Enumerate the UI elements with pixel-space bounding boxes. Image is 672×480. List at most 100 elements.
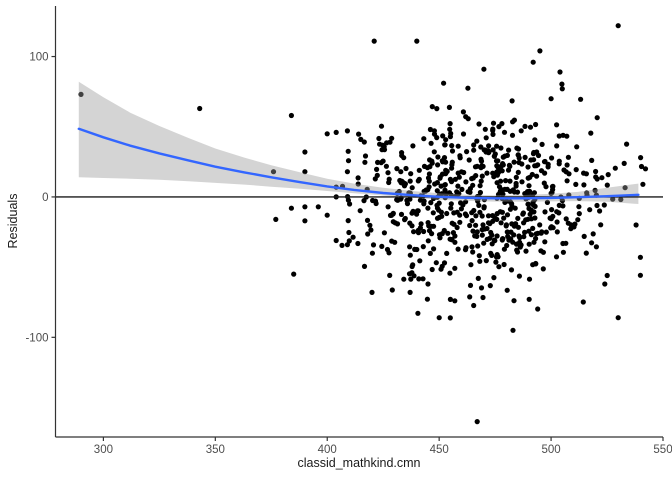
data-point: [371, 38, 377, 44]
data-point: [324, 212, 330, 218]
data-point: [426, 223, 432, 229]
data-point: [463, 199, 469, 205]
data-point: [374, 166, 380, 172]
data-point: [527, 188, 533, 194]
data-point: [368, 227, 374, 233]
data-point: [392, 220, 398, 226]
data-point: [399, 178, 405, 184]
data-point: [273, 216, 279, 222]
data-point: [408, 276, 414, 282]
data-point: [421, 136, 427, 142]
data-point: [542, 209, 548, 215]
data-point: [344, 242, 350, 248]
data-point: [532, 137, 538, 143]
data-point: [449, 143, 455, 149]
data-point: [483, 135, 489, 141]
data-point: [420, 276, 426, 282]
data-point: [508, 229, 514, 235]
data-point: [515, 169, 521, 175]
data-point: [525, 164, 531, 170]
data-point: [415, 227, 421, 233]
data-point: [367, 222, 373, 228]
data-point: [575, 217, 581, 223]
data-point: [466, 157, 472, 163]
data-point: [378, 160, 384, 166]
data-point: [556, 161, 562, 167]
data-point: [384, 140, 390, 146]
data-point: [482, 126, 488, 132]
data-point: [445, 230, 451, 236]
data-point: [429, 104, 435, 110]
data-point: [477, 258, 483, 264]
data-point: [554, 219, 560, 225]
data-point: [534, 173, 540, 179]
data-point: [381, 230, 387, 236]
data-point: [492, 151, 498, 157]
data-point: [473, 222, 479, 228]
data-point: [487, 283, 493, 289]
data-point: [545, 161, 551, 167]
data-point: [467, 282, 474, 288]
data-point: [452, 176, 458, 182]
data-point: [601, 202, 607, 208]
data-point: [559, 86, 565, 92]
data-point: [361, 263, 368, 269]
data-point: [510, 187, 516, 193]
data-point: [498, 220, 504, 226]
data-point: [480, 222, 486, 228]
data-point: [434, 106, 440, 112]
data-point: [510, 327, 516, 333]
data-point: [527, 211, 533, 217]
data-point: [460, 109, 466, 115]
data-point: [490, 131, 496, 137]
data-point: [443, 159, 449, 165]
data-point: [548, 190, 554, 196]
data-point: [560, 240, 566, 247]
data-point: [604, 272, 610, 279]
data-point: [270, 169, 277, 175]
data-point: [550, 183, 556, 189]
data-point: [444, 210, 450, 217]
data-point: [463, 179, 469, 185]
data-point: [624, 141, 630, 147]
data-point: [500, 187, 506, 193]
data-point: [504, 287, 510, 293]
data-point: [593, 168, 599, 175]
y-tick-label: -100: [25, 332, 48, 344]
data-point: [506, 237, 512, 243]
data-point: [442, 187, 448, 193]
data-point: [435, 154, 441, 160]
data-point: [554, 143, 560, 149]
data-point: [431, 128, 437, 134]
data-point: [519, 161, 525, 167]
data-point: [472, 164, 479, 170]
data-point: [602, 281, 608, 287]
data-point: [469, 218, 475, 224]
data-point: [315, 204, 321, 210]
data-point: [414, 38, 420, 44]
data-point: [502, 199, 508, 205]
data-point: [477, 209, 483, 215]
data-point: [460, 131, 467, 137]
data-point: [456, 174, 462, 180]
data-point: [426, 171, 432, 177]
data-point: [324, 131, 330, 137]
data-point: [501, 261, 507, 268]
data-point: [515, 224, 522, 230]
data-point: [588, 130, 594, 136]
data-point: [564, 133, 570, 139]
data-point: [490, 147, 496, 153]
data-point: [440, 133, 446, 139]
data-point: [356, 131, 362, 137]
data-point: [507, 178, 513, 184]
data-point: [513, 180, 519, 187]
data-point: [449, 165, 455, 171]
data-point: [580, 299, 586, 305]
data-point: [386, 176, 392, 182]
data-point: [451, 210, 457, 216]
data-point: [427, 126, 433, 133]
data-point: [471, 147, 477, 153]
data-point: [532, 163, 538, 169]
data-point: [291, 271, 297, 277]
data-point: [458, 200, 464, 206]
